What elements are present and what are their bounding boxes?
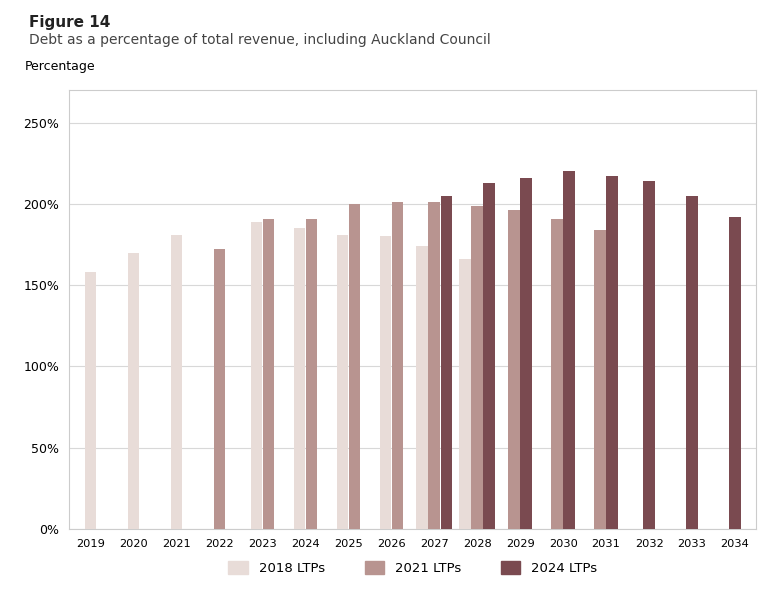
Legend: 2018 LTPs, 2021 LTPs, 2024 LTPs: 2018 LTPs, 2021 LTPs, 2024 LTPs <box>222 554 604 582</box>
Bar <box>551 219 563 529</box>
Bar <box>250 222 262 529</box>
Bar <box>441 196 452 529</box>
Bar <box>293 228 305 529</box>
Text: Percentage: Percentage <box>25 59 95 73</box>
Bar <box>521 178 532 529</box>
Bar <box>170 235 182 529</box>
Bar <box>336 235 348 529</box>
Bar <box>687 196 698 529</box>
Text: Figure 14: Figure 14 <box>29 15 111 30</box>
Bar <box>594 230 606 529</box>
Text: Debt as a percentage of total revenue, including Auckland Council: Debt as a percentage of total revenue, i… <box>29 33 491 47</box>
Bar <box>564 171 575 529</box>
Bar <box>392 203 403 529</box>
Bar <box>84 272 97 529</box>
Bar <box>729 217 741 529</box>
Bar <box>349 204 360 529</box>
Bar <box>416 246 428 529</box>
Bar <box>127 252 139 529</box>
Bar <box>606 176 618 529</box>
Bar <box>472 206 483 529</box>
Bar <box>214 249 225 529</box>
Bar <box>379 236 391 529</box>
Bar <box>459 259 471 529</box>
Bar <box>508 210 520 529</box>
Bar <box>644 181 655 529</box>
Bar <box>484 183 495 529</box>
Bar <box>429 203 440 529</box>
Bar <box>263 219 274 529</box>
Bar <box>306 219 317 529</box>
